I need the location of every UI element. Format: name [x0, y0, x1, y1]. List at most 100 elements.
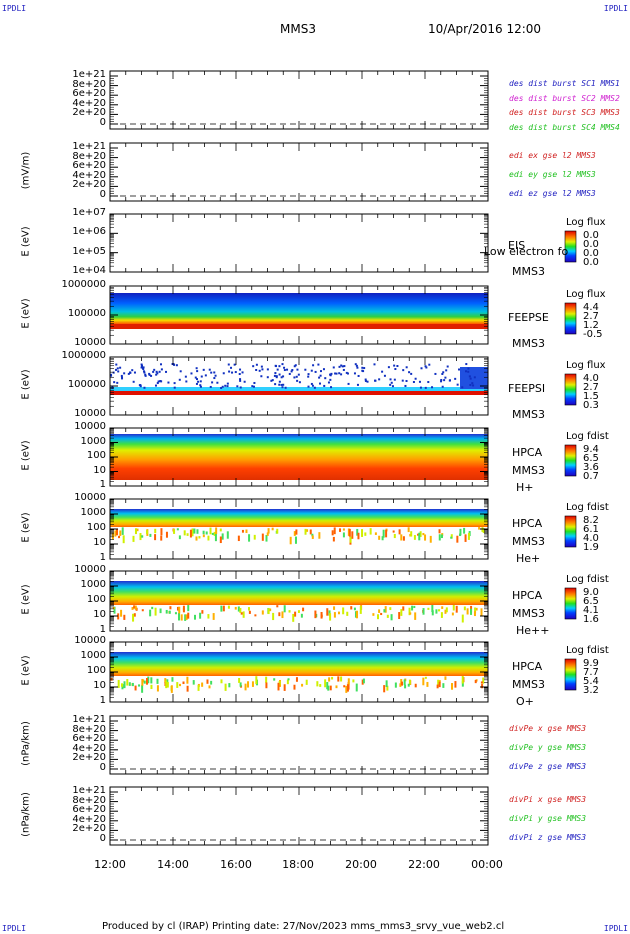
spectrogram-speck — [463, 606, 466, 611]
panel-1 — [109, 142, 489, 202]
spectrogram-speck — [440, 612, 443, 618]
colorbar-title: Log fdist — [566, 645, 609, 656]
y-tick-label: 100000 — [67, 379, 106, 390]
spectrogram-speck — [278, 383, 281, 386]
legend-entry: des dist burst SC4 MMS4 — [509, 122, 620, 132]
spectrogram-speck — [261, 610, 264, 615]
spectrogram-speck — [440, 534, 443, 539]
spectrogram-speck — [150, 677, 153, 684]
spectrogram-speck — [140, 364, 143, 367]
spectrogram-speck — [329, 374, 332, 377]
spectrogram-speck — [320, 611, 323, 619]
spectrogram-speck — [216, 381, 219, 384]
spectrogram-speck — [141, 685, 144, 693]
spectrogram-speck — [452, 605, 455, 611]
spectrogram-speck — [199, 380, 202, 383]
spectrogram-fill — [110, 652, 488, 676]
y-tick-label: 6e+20 — [72, 160, 106, 172]
spectrogram-speck — [120, 376, 123, 379]
colorbar-value: 0.7 — [583, 471, 599, 482]
spectrogram-speck — [424, 386, 427, 389]
spectrogram-speck — [208, 685, 211, 689]
colorbar-value: 0.0 — [583, 257, 599, 268]
spectrogram-speck — [450, 536, 453, 539]
spectrogram-speck — [269, 608, 272, 612]
spectrogram-speck — [408, 679, 411, 685]
spectrogram-speck — [207, 535, 210, 541]
spectrogram-speck — [469, 377, 472, 380]
spectrogram-speck — [400, 681, 403, 686]
spectrogram-speck — [117, 370, 120, 373]
spectrogram-speck — [436, 684, 439, 689]
y-tick-label: 1000 — [80, 507, 106, 518]
spectrogram-speck — [357, 374, 360, 377]
spectrogram-fill — [110, 293, 488, 327]
spectrogram-speck — [414, 377, 417, 380]
spectrogram-speck — [222, 372, 225, 375]
spectrogram-speck — [337, 611, 340, 615]
spectrogram-speck — [128, 682, 131, 686]
spectrogram-speck — [143, 371, 146, 374]
spectrogram-speck — [234, 606, 237, 610]
spectrogram-speck — [319, 374, 322, 377]
spectrogram-speck — [131, 682, 134, 687]
spectrogram-speck — [227, 605, 230, 609]
y-tick-label: 100 — [86, 665, 106, 676]
spectrogram-speck — [339, 528, 342, 532]
spectrogram-speck — [265, 676, 268, 683]
spectrogram-speck — [267, 608, 270, 615]
spectrogram-speck — [270, 379, 273, 382]
spectrogram-speck — [277, 682, 280, 691]
spectrogram-speck — [306, 529, 309, 532]
spectrogram-speck — [410, 531, 413, 537]
spectrogram-speck — [281, 611, 284, 619]
spectrogram-speck — [345, 685, 348, 693]
spectrogram-speck — [133, 605, 136, 609]
spectrogram-speck — [482, 528, 485, 533]
colorbar-title: Log fdist — [566, 574, 609, 585]
spectrogram-speck — [295, 677, 298, 682]
y-tick-label: 1e+06 — [72, 226, 106, 238]
spectrogram-speck — [143, 370, 146, 373]
spectrogram-speck — [239, 386, 242, 389]
spectrogram-speck — [427, 381, 430, 384]
spectrogram-speck — [323, 384, 326, 387]
spectrogram-speck — [304, 368, 307, 371]
spectrogram-speck — [278, 365, 281, 368]
spectrogram-speck — [343, 685, 346, 688]
spectrogram-speck — [473, 611, 476, 617]
spectrogram-speck — [356, 383, 359, 386]
panel-label: MMS3 — [512, 535, 545, 548]
spectrogram-speck — [417, 533, 420, 536]
panel-2 — [109, 213, 577, 273]
spectrogram-speck — [121, 527, 124, 535]
panel-label: MMS3 — [512, 265, 545, 278]
spectrogram-speck — [115, 363, 118, 366]
spectrogram-speck — [283, 605, 286, 613]
spectrogram-speck — [342, 532, 345, 538]
y-tick-label: 1e+07 — [72, 207, 106, 218]
spectrogram-speck — [165, 531, 168, 538]
spectrogram-speck — [294, 536, 297, 544]
spectrogram-speck — [260, 375, 263, 378]
spectrogram-speck — [239, 368, 242, 371]
spectrogram-speck — [176, 682, 179, 688]
y-tick-label: 1e+04 — [72, 265, 106, 276]
spectrogram-speck — [271, 379, 274, 382]
spectrogram-speck — [199, 384, 202, 387]
spectrogram-speck — [346, 684, 349, 692]
spectrogram-speck — [139, 385, 142, 388]
panel-label: MMS3 — [512, 607, 545, 620]
y-tick-label: 8e+20 — [72, 150, 106, 162]
spectrogram-speck — [405, 379, 408, 382]
colorbar-value: 9.0 — [583, 587, 599, 598]
colorbar — [564, 373, 577, 406]
spectrogram-band — [110, 391, 488, 395]
spectrogram-speck — [459, 528, 462, 536]
spectrogram-speck — [132, 380, 135, 383]
spectrogram-speck — [187, 612, 190, 619]
y-tick-label: 4e+20 — [72, 169, 106, 181]
colorbar — [564, 515, 577, 548]
spectrogram-speck — [294, 364, 297, 367]
spectrogram-speck — [425, 366, 428, 369]
